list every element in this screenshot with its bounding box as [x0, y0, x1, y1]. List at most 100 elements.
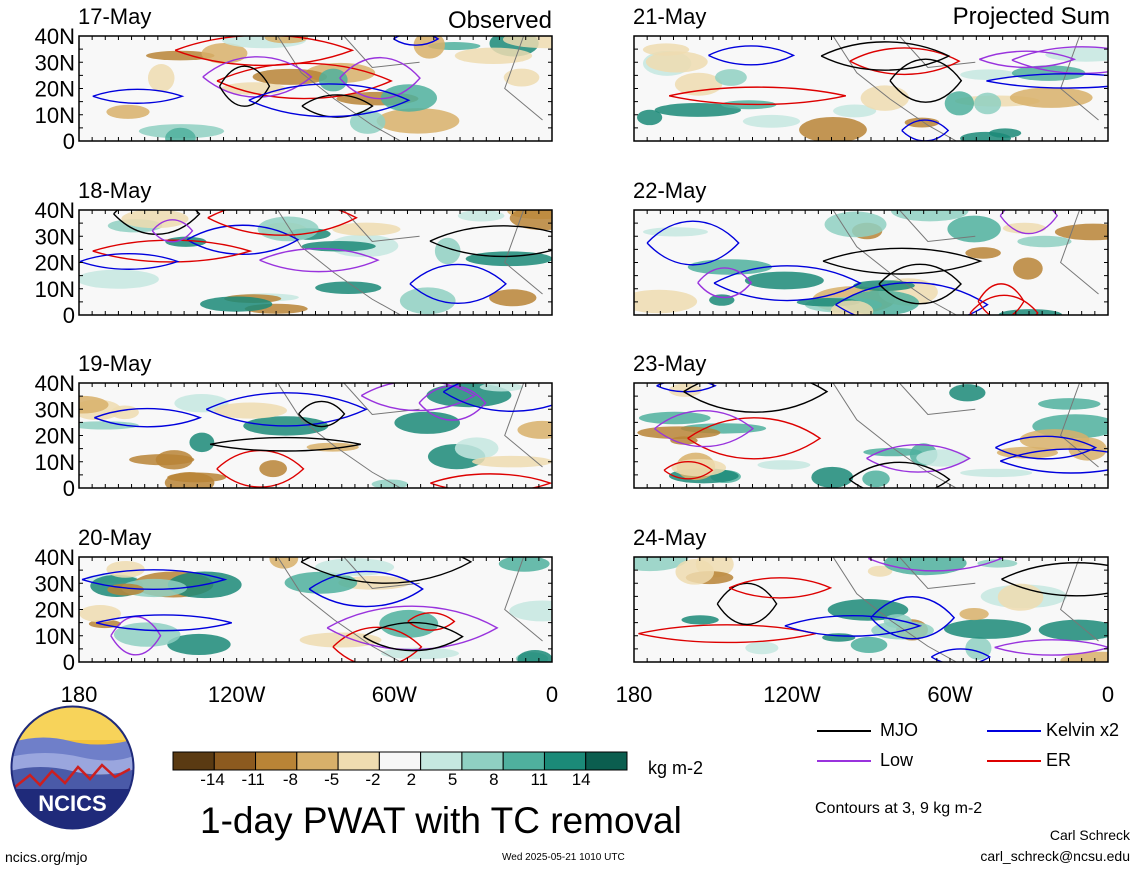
- legend-label-low: Low: [880, 750, 914, 770]
- lat-tick-label: 20N: [35, 251, 75, 276]
- contour-line: [94, 407, 203, 428]
- contour-line: [969, 294, 1039, 315]
- contour-line: [728, 577, 833, 599]
- lon-tick-label: 180: [616, 682, 653, 707]
- contour-line: [697, 267, 753, 299]
- contour-line: [878, 263, 962, 305]
- contour-line: [979, 50, 1077, 69]
- contour-line: [986, 73, 1108, 89]
- map-panel-23-may: 23-May: [633, 351, 1109, 489]
- coastline: [832, 210, 1099, 315]
- lat-tick-label: 0: [63, 650, 75, 675]
- contour-line: [1000, 448, 1108, 474]
- colorbar-tick-label: -11: [241, 770, 265, 789]
- contour-line: [300, 557, 473, 584]
- coastline: [832, 383, 1099, 488]
- pwat-anomaly: [1038, 619, 1108, 641]
- pwat-anomaly: [637, 426, 721, 440]
- projected-header: Projected Sum: [953, 3, 1110, 30]
- lat-tick-label: 30N: [35, 224, 75, 249]
- pwat-anomaly: [960, 131, 1011, 141]
- contour-line: [930, 648, 992, 662]
- pwat-anomaly: [974, 92, 1002, 115]
- contour-line: [248, 83, 411, 118]
- contour-legend: [817, 730, 1041, 762]
- colorbar-swatch: [378, 751, 422, 771]
- map-panel-22-may: 22-May: [633, 178, 1109, 316]
- contour-line: [110, 616, 162, 656]
- contour-line: [1011, 46, 1108, 75]
- pwat-anomaly: [637, 109, 663, 126]
- contour-line: [687, 417, 822, 460]
- pwat-anomaly: [860, 85, 909, 111]
- pwat-anomaly: [745, 641, 779, 655]
- contour-line: [218, 65, 271, 107]
- lat-tick-label: 30N: [35, 397, 75, 422]
- legend-label-kelvin: Kelvin x2: [1046, 720, 1120, 740]
- contour-line: [683, 383, 829, 413]
- contour-line: [79, 253, 180, 270]
- contour-line: [393, 36, 440, 46]
- map-panel-21-may: 21-May: [633, 4, 1109, 142]
- pwat-anomaly: [167, 633, 231, 656]
- pwat-anomaly: [252, 68, 328, 85]
- lon-tick-label: 60W: [372, 682, 417, 707]
- contour-line: [995, 435, 1098, 460]
- colorbar-swatch: [296, 751, 339, 771]
- lat-tick-label: 0: [63, 476, 75, 501]
- contour-line: [216, 450, 305, 488]
- lat-tick-label: 20N: [35, 598, 75, 623]
- pwat-anomaly: [457, 210, 505, 222]
- pwat-anomaly: [509, 600, 552, 622]
- contour-line: [151, 219, 194, 243]
- contour-line: [113, 210, 201, 235]
- pwat-anomaly: [454, 437, 499, 460]
- contour-line: [209, 436, 361, 452]
- lat-tick-label: 10N: [35, 277, 75, 302]
- pwat-anomaly: [1038, 398, 1101, 410]
- pwat-anomaly: [757, 460, 811, 470]
- contour-line: [92, 239, 253, 263]
- pwat-anomaly: [799, 116, 867, 141]
- panel-date: 24-May: [633, 525, 706, 550]
- pwat-anomaly: [850, 636, 888, 654]
- lat-tick-label: 10N: [35, 624, 75, 649]
- pwat-anomaly: [1012, 257, 1043, 280]
- timestamp: Wed 2025-05-21 1010 UTC: [502, 852, 625, 863]
- pwat-anomaly: [943, 619, 1032, 639]
- colorbar-tick-label: 14: [571, 770, 591, 789]
- pwat-anomaly: [517, 650, 552, 662]
- contour-line: [95, 614, 232, 632]
- contour-line: [866, 444, 971, 473]
- pwat-anomaly: [106, 104, 150, 119]
- pwat-anomaly: [498, 557, 550, 572]
- contour-line: [822, 247, 983, 275]
- pwat-anomaly: [883, 557, 967, 576]
- pwat-anomaly: [174, 394, 229, 413]
- pwat-anomaly: [79, 269, 159, 289]
- pwat-anomaly: [916, 449, 968, 467]
- pwat-anomaly: [674, 72, 723, 96]
- contour-line: [646, 220, 740, 266]
- contour-line: [326, 605, 499, 651]
- lat-tick-label: 0: [63, 129, 75, 154]
- contour-line: [668, 86, 846, 106]
- colorbar-swatch: [543, 751, 587, 771]
- pwat-anomaly: [687, 259, 773, 275]
- contour-line: [784, 614, 923, 637]
- pwat-anomaly: [79, 395, 109, 414]
- pwat-anomaly: [811, 466, 854, 488]
- chart-title: 1-day PWAT with TC removal: [200, 800, 682, 841]
- contour-line: [994, 639, 1108, 656]
- contour-line: [901, 119, 950, 141]
- contour-line: [889, 58, 963, 103]
- pwat-anomaly: [1017, 235, 1072, 248]
- pwat-anomaly: [638, 411, 711, 425]
- colorbar-tick-label: -8: [282, 770, 298, 789]
- pwat-anomaly: [315, 281, 382, 294]
- contour-line: [708, 45, 796, 66]
- pwat-anomaly: [960, 69, 1018, 81]
- contour-line: [259, 247, 380, 273]
- contour-line: [92, 88, 185, 104]
- contour-line: [186, 224, 300, 256]
